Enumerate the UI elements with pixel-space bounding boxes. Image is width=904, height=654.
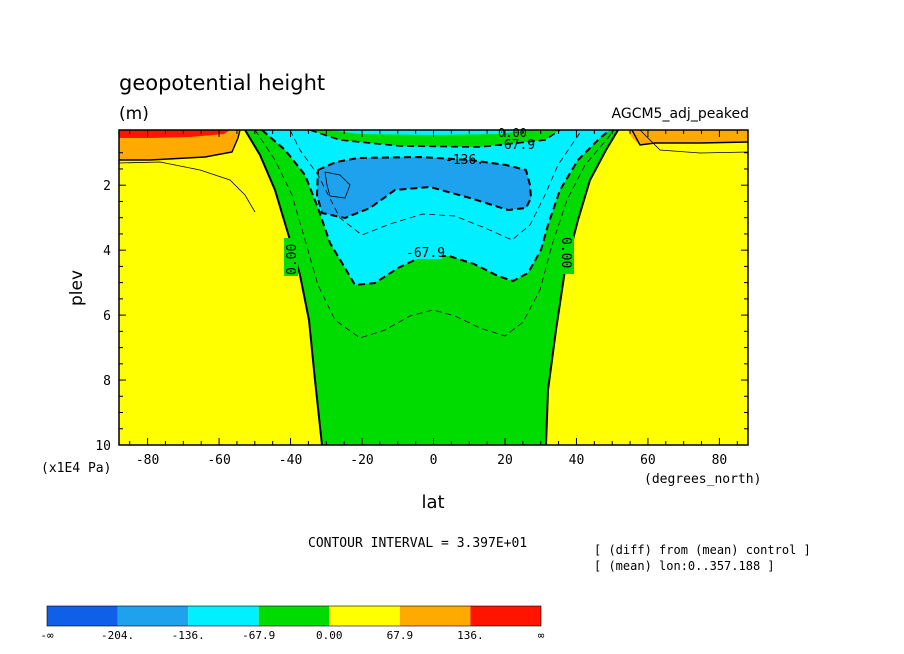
colorbar-label: -∞: [40, 629, 54, 642]
x-tick-label: 40: [569, 453, 585, 468]
x-tick-label: 60: [640, 453, 656, 468]
x-axis-label: lat: [421, 492, 444, 513]
contour-minus-mid: [315, 155, 533, 220]
colorbar-swatch: [329, 606, 400, 626]
dataset-label: AGCM5_adj_peaked: [612, 106, 749, 122]
y-axis-label: plev: [67, 270, 87, 306]
colorbar-frame: [46, 605, 542, 627]
x-tick-label: 20: [497, 453, 513, 468]
contour-north-cap: [631, 130, 748, 146]
contour-field: [119, 130, 748, 445]
colorbar: -∞ -204. -136. -67.9 0.00 67.9 136. ∞: [40, 605, 545, 642]
note-mean-lon: [ (mean) lon:0..357.188 ]: [594, 559, 775, 573]
x-axis: -80 -60 -40 -20 0 20 40 60 80: [129, 130, 738, 468]
note-diff-from-mean: [ (diff) from (mean) control ]: [594, 543, 811, 557]
chart-units: (m): [119, 104, 149, 124]
colorbar-swatch: [188, 606, 259, 626]
contour-interval-text: CONTOUR INTERVAL = 3.397E+01: [308, 536, 527, 551]
zone-red-south: [119, 130, 230, 138]
y-unit-label: (x1E4 Pa): [41, 461, 111, 476]
contour-thin-3: [324, 171, 351, 199]
colorbar-swatch: [399, 606, 471, 626]
colorbar-swatch: [117, 606, 189, 626]
contour-label-minus-low: -67.9: [406, 246, 445, 261]
y-tick-label: 4: [103, 244, 111, 259]
contour-label-minus-mid: -136.: [445, 153, 484, 168]
y-tick-label: 8: [103, 374, 111, 389]
x-tick-label: -40: [279, 453, 302, 468]
contour-label-zero-south: 0.00: [285, 244, 300, 275]
x-tick-label: -20: [350, 453, 373, 468]
colorbar-label: -136.: [172, 629, 205, 642]
colorbar-label: -204.: [101, 629, 134, 642]
zone-green-top: [310, 130, 560, 147]
x-tick-label: 80: [712, 453, 728, 468]
x-unit-label: (degrees_north): [644, 472, 761, 487]
contour-south-cap: [119, 130, 241, 161]
colorbar-label: ∞: [538, 629, 545, 642]
contour-top-green: [309, 130, 561, 148]
colorbar-label: -67.9: [242, 629, 275, 642]
y-axis: 2 4 6 8 10: [95, 152, 748, 454]
contour-minus-low: [261, 130, 611, 287]
x-tick-label: -60: [207, 453, 230, 468]
colorbar-label: 67.9: [387, 629, 414, 642]
colorbar-label: 0.00: [316, 629, 343, 642]
colorbar-swatch: [258, 606, 330, 626]
zone-orange-north: [628, 130, 748, 145]
contour-label-zero-north: 0.00: [558, 237, 573, 268]
contour-thin-south-high: [119, 161, 256, 213]
y-tick-label: 2: [103, 179, 111, 194]
x-tick-label: 0: [430, 453, 438, 468]
contour-label-minus-top: -67.9: [496, 138, 535, 153]
colorbar-swatch: [470, 606, 541, 626]
chart-title: geopotential height: [119, 71, 325, 95]
colorbar-label: 136.: [457, 629, 484, 642]
x-tick-label: -80: [136, 453, 159, 468]
y-tick-label: 10: [95, 439, 111, 454]
colorbar-swatch: [47, 606, 118, 626]
y-tick-label: 6: [103, 309, 111, 324]
contour-north-thin: [639, 130, 748, 154]
contour-thin-2: [289, 130, 583, 241]
